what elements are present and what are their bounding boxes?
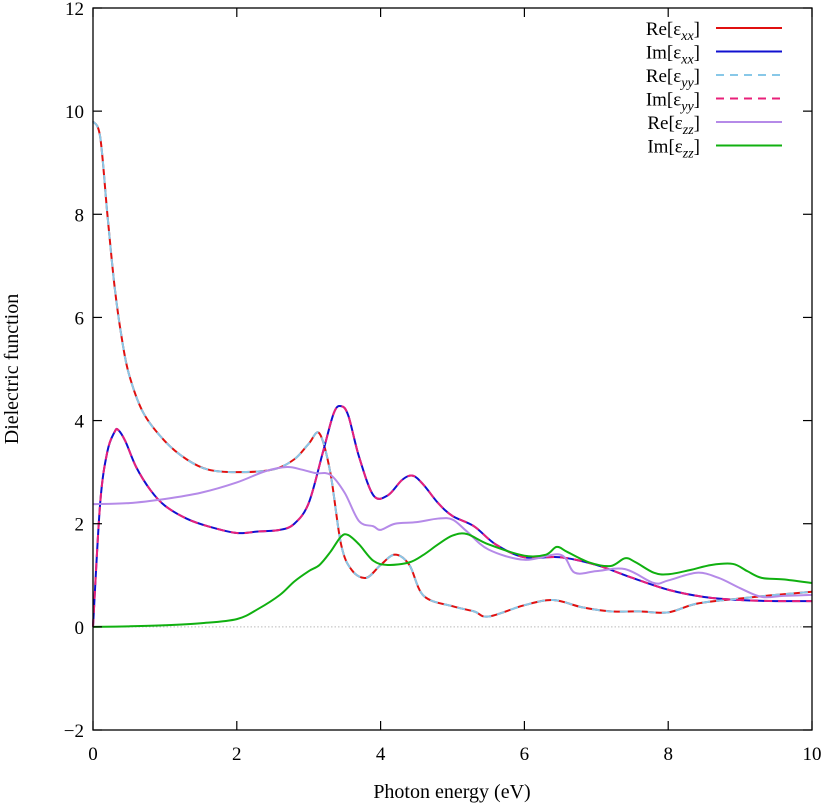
y-tick-label: 4: [75, 412, 85, 433]
x-tick-label: 10: [803, 744, 822, 765]
series-layer: [92, 120, 813, 628]
y-tick-label: −2: [64, 721, 84, 742]
y-tick-label: 6: [75, 308, 85, 329]
legend: Re[εxx]Im[εxx]Re[εyy]Im[εyy]Re[εzz]Im[εz…: [646, 19, 782, 162]
y-axis-title: Dielectric function: [1, 294, 23, 445]
x-tick-label: 0: [88, 744, 98, 765]
series-line-6: [92, 532, 813, 628]
series-line-5: [92, 465, 813, 599]
x-axis-title: Photon energy (eV): [373, 781, 530, 803]
series-line-4: [92, 404, 813, 627]
y-tick-label: 0: [75, 618, 85, 639]
y-tick-label: 12: [65, 0, 84, 20]
x-tick-label: 4: [376, 744, 386, 765]
x-tick-label: 6: [520, 744, 530, 765]
x-tick-label: 2: [232, 744, 242, 765]
series-line-3: [92, 120, 813, 618]
legend-label-2: Im[εxx]: [646, 43, 700, 68]
legend-label-6: Im[εzz]: [647, 137, 700, 162]
series-line-1: [92, 120, 813, 618]
legend-label-3: Re[εyy]: [646, 66, 700, 91]
plot-frame: [92, 7, 813, 731]
y-tick-label: 8: [75, 205, 85, 226]
legend-label-1: Re[εxx]: [646, 19, 700, 44]
x-tick-label: 8: [663, 744, 673, 765]
y-tick-label: 2: [75, 515, 85, 536]
legend-label-4: Im[εyy]: [646, 90, 700, 115]
legend-label-5: Re[εzz]: [647, 113, 700, 138]
y-tick-label: 10: [65, 102, 84, 123]
